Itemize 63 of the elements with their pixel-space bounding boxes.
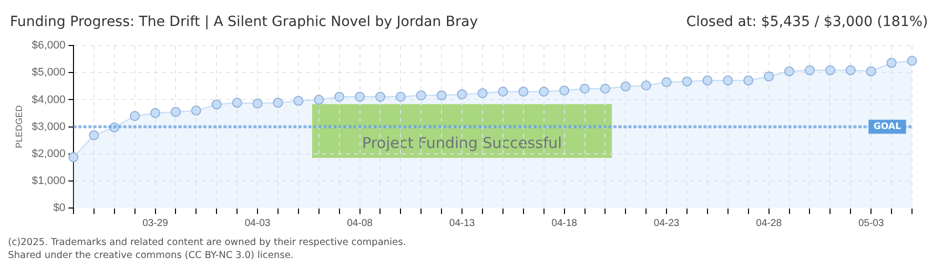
point [88,130,99,140]
y-tick-label: $2,000 [32,148,66,160]
y-tick-label: $1,000 [32,174,66,187]
point [722,76,733,86]
point [846,65,856,76]
x-tick-label: 04-13 [449,218,476,229]
point [559,86,570,96]
point [170,106,181,117]
point [600,84,610,94]
y-tick-label: $4,000 [32,94,66,106]
y-tick-label: $6,000 [32,40,66,52]
x-tick-label: 04-23 [654,218,680,229]
point [212,99,222,110]
point [620,81,631,92]
point [743,76,754,86]
x-tick-label: 03-29 [142,218,168,229]
y-axis-title: PLEDGED [14,104,24,148]
point [764,71,774,82]
point [293,96,304,106]
x-tick-label: 04-03 [244,218,271,229]
point [252,98,263,109]
point [477,88,488,98]
point [375,92,386,102]
point [457,89,468,100]
y-tick-label: $3,000 [32,120,66,133]
point [272,98,283,108]
x-tick-label: 04-18 [552,218,578,229]
point [662,77,672,88]
chart-title: Funding Progress: The Drift | A Silent Graphic Novel by Jordan Bray [10,14,478,30]
success-banner: Project Funding Successful [312,104,612,158]
x-tick-label: 05-03 [858,218,884,229]
point [232,98,242,108]
point [784,66,794,76]
point [682,76,692,86]
text: Shared under the creative commons (CC BY-NC 3.0) license. [8,250,294,261]
point [907,56,917,66]
point [354,92,365,102]
point [396,92,406,102]
y-tick-label: $5,000 [32,66,66,79]
point [334,92,344,102]
chart-subtitle: Closed at: $5,435 / $3,000 (181%) [686,14,928,30]
text: (c)2025. Trademarks and related content are owned by their respective companies. [8,237,406,248]
point [191,106,202,116]
point [866,66,876,76]
x-tick-label: 04-08 [346,218,374,229]
y-tick-label: $0 [53,202,66,214]
point [416,90,426,100]
point [702,76,712,86]
point [150,108,160,118]
point [314,94,324,105]
point [68,152,78,162]
point [580,84,590,94]
point [825,65,836,76]
point [641,80,652,91]
x-tick-label: 04-28 [756,218,782,229]
point [538,86,549,97]
point [804,65,815,76]
point [518,86,528,97]
point [436,90,447,100]
point [130,110,140,121]
ref-line-label: GOAL [874,122,902,132]
point [498,86,508,97]
point [886,58,897,68]
